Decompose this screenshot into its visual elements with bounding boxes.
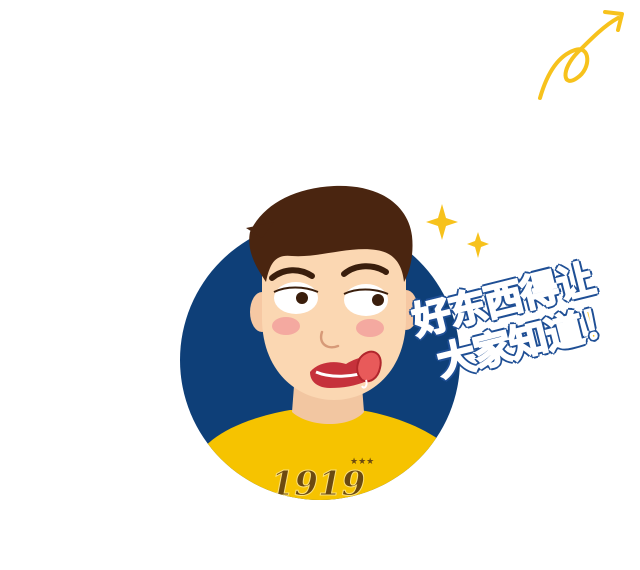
shirt-number: 1919 — [271, 464, 366, 504]
curly-arrow-icon — [538, 10, 624, 100]
mouth — [310, 350, 382, 389]
hair — [249, 185, 413, 282]
sparkle-icon — [426, 204, 458, 240]
svg-text:★★★: ★★★ — [350, 457, 374, 467]
face — [246, 185, 418, 400]
sparkle-icon — [467, 232, 489, 258]
